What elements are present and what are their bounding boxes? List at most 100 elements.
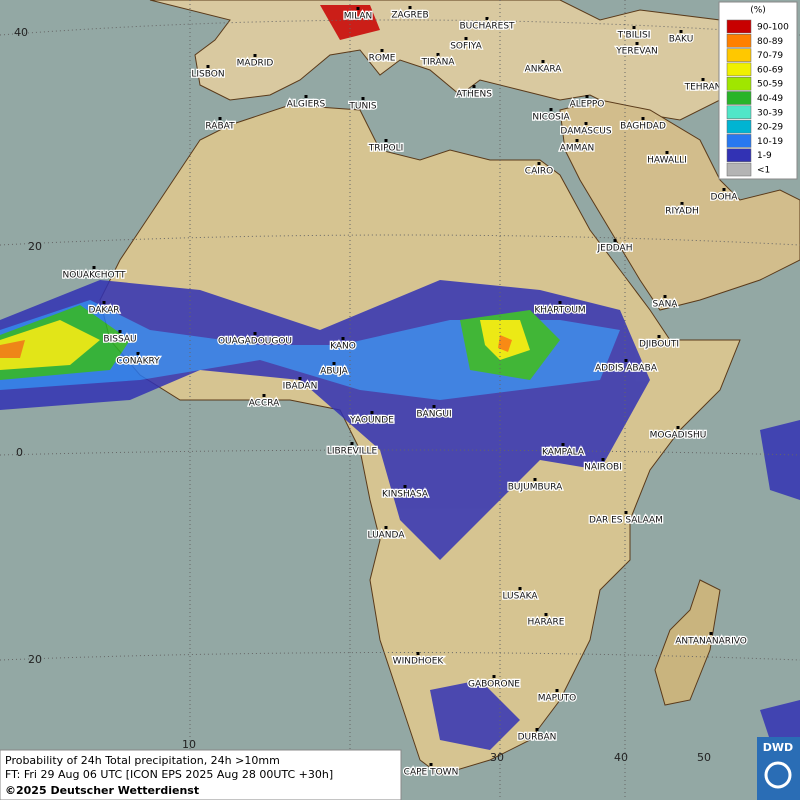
- city-marker: [709, 632, 713, 635]
- city-marker: [436, 53, 440, 56]
- city-marker: [575, 139, 579, 142]
- caption-box: [0, 749, 402, 800]
- precip-europe: [320, 5, 380, 40]
- city-label: LUANDA: [368, 531, 406, 541]
- city-marker: [304, 95, 308, 98]
- city-label: SOFIYA: [450, 42, 482, 52]
- graticule-label: 10: [182, 738, 196, 751]
- legend-label: 60-69: [757, 65, 783, 75]
- city-label: YEREVAN: [615, 47, 658, 57]
- graticule-label: 20: [28, 653, 42, 666]
- city-label: KANO: [330, 342, 356, 352]
- city-marker: [472, 85, 476, 88]
- legend-swatch: [726, 119, 752, 134]
- city-label: T'BILISI: [617, 31, 651, 41]
- caption-line: FT: Fri 29 Aug 06 UTC [ICON EPS 2025 Aug…: [5, 768, 333, 781]
- city-label: OUAGADOUGOU: [218, 337, 292, 347]
- city-marker: [549, 108, 553, 111]
- city-marker: [701, 78, 705, 81]
- city-marker: [537, 162, 541, 165]
- city-marker: [635, 42, 639, 45]
- legend-label: 90-100: [757, 23, 789, 33]
- madagascar-land: [654, 579, 721, 706]
- city-marker: [298, 377, 302, 380]
- city-marker: [632, 26, 636, 29]
- city-label: MOGADISHU: [650, 431, 707, 441]
- city-marker: [432, 405, 436, 408]
- legend-swatch: [726, 162, 752, 177]
- city-label: ADDIS ABABA: [595, 364, 658, 374]
- graticule-line: [0, 19, 800, 36]
- city-marker: [544, 613, 548, 616]
- labels: MILAN ZAGREB BUCHAREST T'BILISI BAKU SOFIYA YE…: [14, 6, 748, 779]
- graticule-label: 30: [490, 751, 504, 764]
- legend-label: 40-49: [757, 94, 783, 104]
- city-label: LIBREVILLE: [327, 447, 378, 457]
- city-marker: [492, 675, 496, 678]
- city-marker: [408, 6, 412, 9]
- city-marker: [206, 65, 210, 68]
- city-label: LISBON: [191, 70, 224, 80]
- graticule-label: 40: [14, 26, 28, 39]
- city-marker: [601, 458, 605, 461]
- city-marker: [384, 139, 388, 142]
- legend-label: 10-19: [757, 137, 783, 147]
- logo: DWD: [757, 737, 800, 800]
- city-label: NOUAKCHOTT: [63, 271, 126, 281]
- city-label: ALGIERS: [287, 100, 326, 110]
- city-label: NAIROBI: [584, 463, 622, 473]
- city-marker: [253, 332, 257, 335]
- city-marker: [680, 202, 684, 205]
- city-marker: [118, 330, 122, 333]
- caption-line: Probability of 24h Total precipitation, …: [5, 754, 280, 767]
- legend-swatch: [726, 134, 752, 148]
- copyright: ©2025 Deutscher Wetterdienst: [5, 784, 199, 797]
- graticule-line: [0, 652, 800, 661]
- city-marker: [722, 188, 726, 191]
- arabia-land: [559, 99, 800, 311]
- graticule-label: 50: [697, 751, 711, 764]
- city-label: BUCHAREST: [459, 22, 515, 32]
- city-marker: [136, 352, 140, 355]
- legend-swatch: [726, 148, 752, 162]
- city-marker: [541, 60, 545, 63]
- city-marker: [679, 30, 683, 33]
- city-marker: [356, 7, 360, 10]
- city-label: SANA: [653, 300, 679, 310]
- graticule-label: 40: [614, 751, 628, 764]
- city-label: HARARE: [528, 618, 565, 628]
- city-label: TIRANA: [420, 58, 455, 68]
- city-marker: [555, 689, 559, 692]
- city-marker: [416, 652, 420, 655]
- city-label: DAKAR: [88, 306, 119, 316]
- city-marker: [253, 54, 257, 57]
- city-marker: [663, 295, 667, 298]
- city-marker: [584, 122, 588, 125]
- city-marker: [613, 239, 617, 242]
- city-marker: [558, 301, 562, 304]
- city-marker: [657, 335, 661, 338]
- graticule-line: [0, 234, 800, 246]
- graticule-line: [0, 449, 800, 456]
- legend-label: 30-39: [757, 108, 783, 118]
- logo-icon: [764, 761, 792, 789]
- city-marker: [624, 511, 628, 514]
- legend-unit: (%): [750, 6, 766, 16]
- graticule-label: 20: [28, 240, 42, 253]
- city-label: TUNIS: [348, 102, 376, 112]
- legend-swatch: [726, 91, 752, 105]
- city-marker: [624, 359, 628, 362]
- logo-box: [757, 737, 800, 800]
- city-marker: [535, 728, 539, 731]
- city-label: TEHRAN: [684, 83, 722, 93]
- city-label: ATHENS: [456, 90, 492, 100]
- city-label: BAGHDAD: [620, 122, 666, 132]
- city-marker: [262, 394, 266, 397]
- city-label: KINSHASA: [382, 490, 429, 500]
- city-label: CONAKRY: [116, 357, 160, 367]
- legend-label: <1: [757, 166, 770, 176]
- city-marker: [370, 411, 374, 414]
- city-marker: [332, 362, 336, 365]
